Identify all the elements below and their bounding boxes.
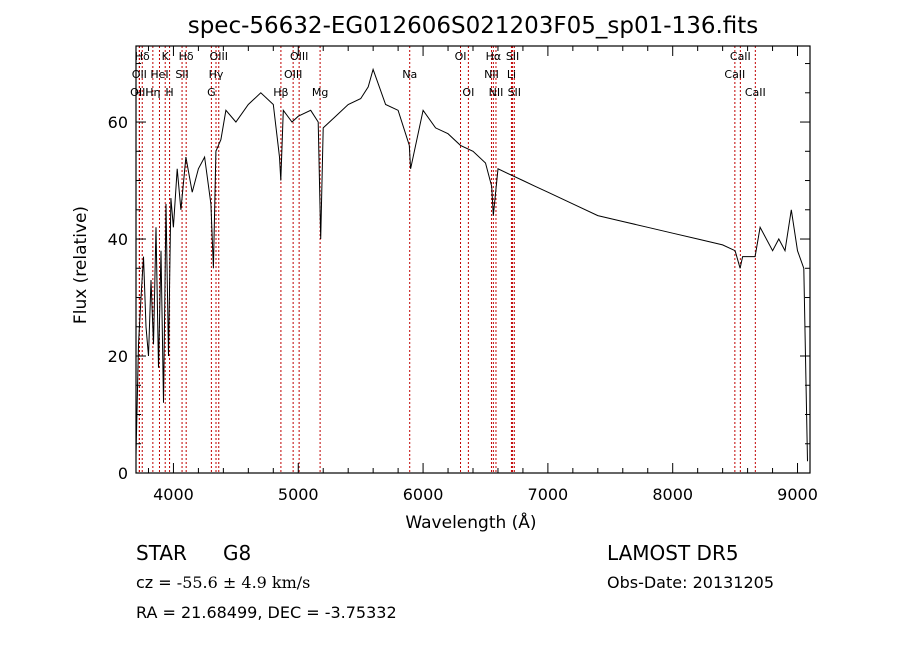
spectral-line-label: Hη xyxy=(145,86,160,99)
cz-value: -55.6 ± 4.9 km/s xyxy=(176,573,311,592)
spectral-line-label: SII xyxy=(506,50,519,63)
cz-label: cz = xyxy=(136,573,177,592)
spectral-line-label: CaII xyxy=(730,50,751,63)
spectral-line-label: OI xyxy=(462,86,474,99)
spectral-line-markers xyxy=(138,46,756,473)
spectral-line-label: Hγ xyxy=(209,68,224,81)
spectral-line-label: OIII xyxy=(284,68,302,81)
spectral-line-label: Hδ xyxy=(179,50,194,63)
object-subclass: G8 xyxy=(223,541,252,565)
x-axis-label: Wavelength (Å) xyxy=(405,511,536,533)
spectral-line-label: CaII xyxy=(724,68,745,81)
x-tick-label: 9000 xyxy=(777,485,818,504)
x-tick-label: 8000 xyxy=(652,485,693,504)
y-axis-label: Flux (relative) xyxy=(71,206,91,324)
spectral-line-label: Hα xyxy=(486,50,502,63)
redshift-row: cz = -55.6 ± 4.9 km/s xyxy=(136,573,310,592)
plot-frame xyxy=(135,45,811,474)
y-tick-label: 40 xyxy=(108,230,128,249)
spectral-line-label: SII xyxy=(175,68,188,81)
x-tick-label: 6000 xyxy=(403,485,444,504)
spectral-line-label: NII xyxy=(489,86,504,99)
observation-date: Obs-Date: 20131205 xyxy=(607,573,775,592)
y-tick-label: 20 xyxy=(108,347,128,366)
spectrum-line xyxy=(135,67,808,462)
spectral-line-label: OIII xyxy=(210,50,228,63)
spectral-line-label: CaII xyxy=(745,86,766,99)
y-tick-label: 0 xyxy=(118,464,128,483)
object-type: STAR xyxy=(136,541,187,565)
spectral-line-label: HeI xyxy=(150,68,168,81)
x-tick-label: 5000 xyxy=(278,485,319,504)
coordinates: RA = 21.68499, DEC = -3.75332 xyxy=(136,603,397,622)
spectral-line-label: Hδ xyxy=(135,50,150,63)
spectral-line-label: OIII xyxy=(290,50,308,63)
spectral-line-label: NII xyxy=(484,68,499,81)
spectral-line-label: Li xyxy=(507,68,516,81)
y-tick-label: 60 xyxy=(108,113,128,132)
spectral-line-label: Hβ xyxy=(273,86,288,99)
spectral-line-label: OI xyxy=(455,50,467,63)
y-axis-ticks: 0 20 40 60 xyxy=(108,63,810,483)
chart-title: spec-56632-EG012606S021203F05_sp01-136.f… xyxy=(188,13,759,39)
spectral-line-label: SII xyxy=(508,86,521,99)
spectral-line-label: Mg xyxy=(312,86,328,99)
spectral-line-label: Na xyxy=(402,68,417,81)
x-tick-label: 7000 xyxy=(528,485,569,504)
x-tick-label: 4000 xyxy=(153,485,194,504)
spectral-line-label: K xyxy=(162,50,170,63)
spectral-line-label: G xyxy=(207,86,216,99)
survey-name: LAMOST DR5 xyxy=(607,541,739,565)
spectral-line-label: OII xyxy=(132,68,147,81)
spectral-line-label: H xyxy=(165,86,173,99)
x-axis-ticks: 4000 5000 6000 7000 8000 9000 xyxy=(147,46,818,504)
